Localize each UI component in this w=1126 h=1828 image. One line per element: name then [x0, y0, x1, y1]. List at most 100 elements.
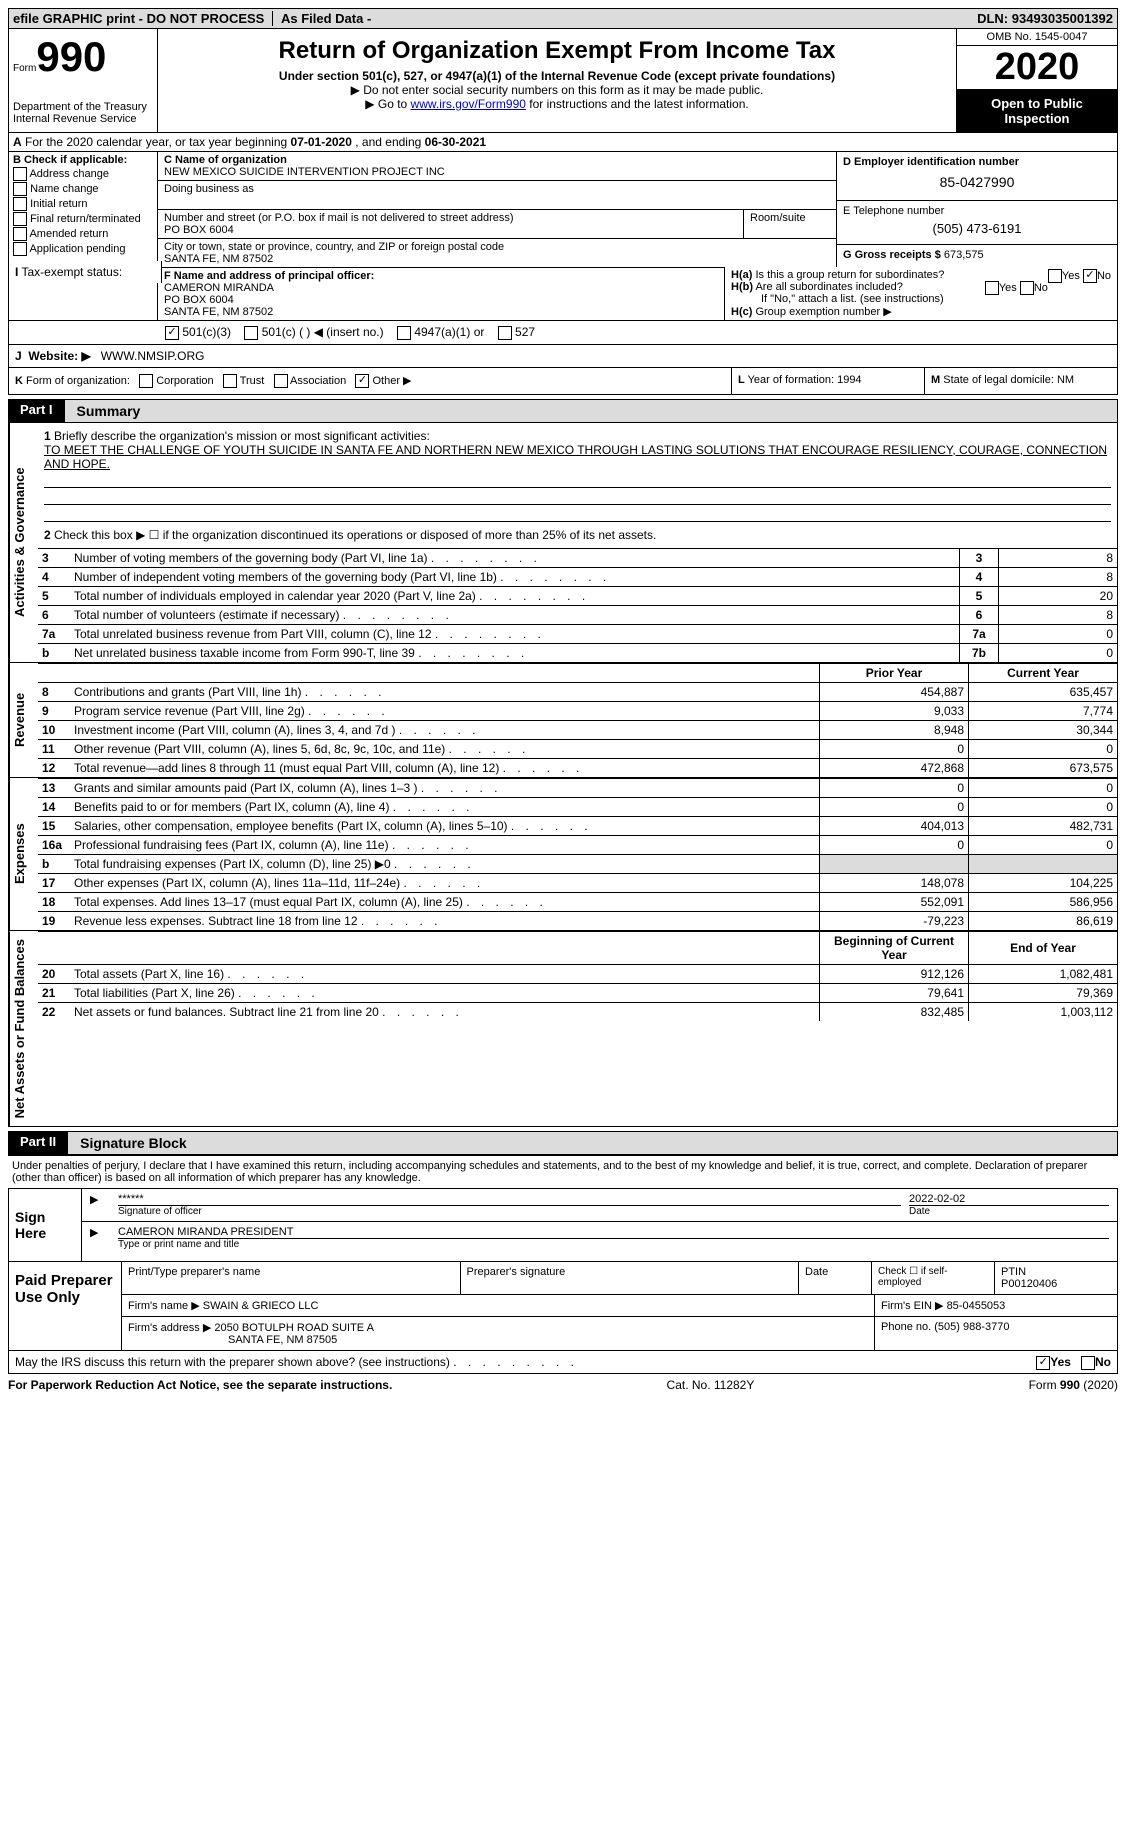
- cat-no: Cat. No. 11282Y: [667, 1378, 755, 1392]
- hb-text: Are all subordinates included?: [755, 281, 902, 293]
- check-amended[interactable]: Amended return: [13, 227, 153, 241]
- top-bar: efile GRAPHIC print - DO NOT PROCESS As …: [8, 8, 1118, 29]
- table-row: 22Net assets or fund balances. Subtract …: [38, 1002, 1117, 1021]
- part1-header: Part I Summary: [8, 399, 1118, 423]
- officer-label: F Name and address of principal officer:: [164, 270, 374, 282]
- irs-link[interactable]: www.irs.gov/Form990: [411, 97, 526, 111]
- firm-addr: 2050 BOTULPH ROAD SUITE A: [214, 1322, 374, 1334]
- check-address-change[interactable]: Address change: [13, 167, 153, 181]
- table-row: bNet unrelated business taxable income f…: [38, 643, 1117, 662]
- mission: TO MEET THE CHALLENGE OF YOUTH SUICIDE I…: [44, 443, 1107, 471]
- netassets-section: Net Assets or Fund Balances Beginning of…: [8, 931, 1118, 1127]
- table-row: 5Total number of individuals employed in…: [38, 586, 1117, 605]
- table-row: 3Number of voting members of the governi…: [38, 548, 1117, 567]
- gross-receipts: 673,575: [944, 249, 984, 261]
- net-table: Beginning of Current YearEnd of Year20To…: [38, 931, 1117, 1021]
- firm-ein: 85-0455053: [947, 1300, 1006, 1312]
- officer-addr1: PO BOX 6004: [164, 294, 234, 306]
- note-ssn: ▶ Do not enter social security numbers o…: [162, 83, 952, 97]
- ha-label: H(a): [731, 269, 752, 281]
- check-final-return[interactable]: Final return/terminated: [13, 212, 153, 226]
- col-b-header: B Check if applicable:: [13, 154, 153, 166]
- check-app-pending[interactable]: Application pending: [13, 242, 153, 256]
- date-label: Date: [909, 1205, 1109, 1217]
- check-name-change[interactable]: Name change: [13, 182, 153, 196]
- paid-preparer-block: Paid Preparer Use Only Print/Type prepar…: [8, 1262, 1118, 1351]
- prep-date-label: Date: [799, 1262, 872, 1294]
- street: PO BOX 6004: [164, 224, 234, 236]
- table-row: 11Other revenue (Part VIII, column (A), …: [38, 739, 1117, 758]
- hb-note: If "No," attach a list. (see instruction…: [731, 293, 1111, 305]
- declaration: Under penalties of perjury, I declare th…: [8, 1155, 1118, 1188]
- tax-begin: 07-01-2020: [291, 135, 352, 149]
- prep-phone: (505) 988-3770: [934, 1321, 1009, 1333]
- row-a-mid: , and ending: [355, 135, 424, 149]
- check-initial-return[interactable]: Initial return: [13, 197, 153, 211]
- name-title-label: Type or print name and title: [118, 1238, 1109, 1250]
- form-label: Form: [13, 63, 36, 74]
- table-row: 10Investment income (Part VIII, column (…: [38, 720, 1117, 739]
- line-j: J Website: ▶ WWW.NMSIP.ORG: [8, 345, 1118, 368]
- dept-treasury: Department of the Treasury Internal Reve…: [13, 101, 153, 125]
- tax-year: 2020: [957, 46, 1117, 90]
- paperwork-notice: For Paperwork Reduction Act Notice, see …: [8, 1378, 392, 1392]
- table-row: 21Total liabilities (Part X, line 26) . …: [38, 983, 1117, 1002]
- officer-h-row: F Name and address of principal officer:…: [8, 267, 1118, 321]
- line-i: I Tax-exempt status: ✓ 501(c)(3) 501(c) …: [8, 321, 1118, 345]
- sig-label: Signature of officer: [118, 1205, 901, 1217]
- prep-sig-label: Preparer's signature: [461, 1262, 800, 1294]
- row-a-pre: For the 2020 calendar year, or tax year …: [25, 135, 291, 149]
- col-d: D Employer identification number 85-0427…: [836, 152, 1117, 267]
- as-filed: As Filed Data -: [272, 11, 371, 26]
- city: SANTA FE, NM 87502: [164, 253, 273, 265]
- table-row: 8Contributions and grants (Part VIII, li…: [38, 682, 1117, 701]
- form-ref: Form 990 (2020): [1029, 1378, 1118, 1392]
- governance-table: 3Number of voting members of the governi…: [38, 548, 1117, 662]
- form-title: Return of Organization Exempt From Incom…: [162, 37, 952, 65]
- table-row: 6Total number of volunteers (estimate if…: [38, 605, 1117, 624]
- firm-name: SWAIN & GRIECO LLC: [203, 1300, 319, 1312]
- paid-preparer-label: Paid Preparer Use Only: [9, 1262, 121, 1350]
- sign-here-block: Sign Here ▶ ****** Signature of officer …: [8, 1188, 1118, 1262]
- row-a: A For the 2020 calendar year, or tax yea…: [8, 133, 1118, 152]
- phone: (505) 473-6191: [843, 217, 1111, 240]
- hc-label: H(c): [731, 306, 752, 318]
- table-row: 19Revenue less expenses. Subtract line 1…: [38, 911, 1117, 930]
- sig-date: 2022-02-02: [909, 1193, 965, 1205]
- ein-label: D Employer identification number: [843, 156, 1019, 168]
- omb-number: OMB No. 1545-0047: [957, 29, 1117, 46]
- form-subtitle: Under section 501(c), 527, or 4947(a)(1)…: [162, 69, 952, 83]
- org-name-label: C Name of organization: [164, 154, 287, 166]
- gross-label: G Gross receipts $: [843, 249, 941, 261]
- form-header: Form990 Department of the Treasury Inter…: [8, 29, 1118, 133]
- ha-text: Is this a group return for subordinates?: [755, 269, 944, 281]
- form-number: 990: [36, 33, 106, 80]
- row-a-label: A: [13, 135, 22, 149]
- officer-name: CAMERON MIRANDA: [164, 282, 274, 294]
- open-public: Open to Public Inspection: [957, 90, 1117, 132]
- table-row: 7aTotal unrelated business revenue from …: [38, 624, 1117, 643]
- city-label: City or town, state or province, country…: [164, 241, 504, 253]
- phone-label: E Telephone number: [843, 205, 944, 217]
- part2-title: Signature Block: [68, 1131, 1118, 1155]
- table-row: 9Program service revenue (Part VIII, lin…: [38, 701, 1117, 720]
- efile-notice: efile GRAPHIC print - DO NOT PROCESS: [13, 11, 264, 26]
- line-k-l-m: K Form of organization: Corporation Trus…: [8, 368, 1118, 395]
- sig-masked: ******: [118, 1193, 144, 1205]
- table-row: bTotal fundraising expenses (Part IX, co…: [38, 854, 1117, 873]
- table-row: 18Total expenses. Add lines 13–17 (must …: [38, 892, 1117, 911]
- side-expenses: Expenses: [9, 778, 38, 930]
- revenue-table: Prior YearCurrent Year8Contributions and…: [38, 663, 1117, 777]
- note-goto-post: for instructions and the latest informat…: [526, 97, 749, 111]
- table-row: 15Salaries, other compensation, employee…: [38, 816, 1117, 835]
- part2-label: Part II: [8, 1131, 68, 1155]
- dln-label: DLN:: [977, 11, 1008, 26]
- table-row: 20Total assets (Part X, line 16) . . . .…: [38, 964, 1117, 983]
- col-b: B Check if applicable: Address change Na…: [9, 152, 158, 267]
- room-label: Room/suite: [744, 210, 836, 238]
- note-goto-pre: ▶ Go to: [365, 97, 410, 111]
- part1-title: Summary: [65, 399, 1118, 423]
- table-row: 16aProfessional fundraising fees (Part I…: [38, 835, 1117, 854]
- org-name: NEW MEXICO SUICIDE INTERVENTION PROJECT …: [164, 166, 445, 178]
- col-c: C Name of organization NEW MEXICO SUICID…: [158, 152, 836, 267]
